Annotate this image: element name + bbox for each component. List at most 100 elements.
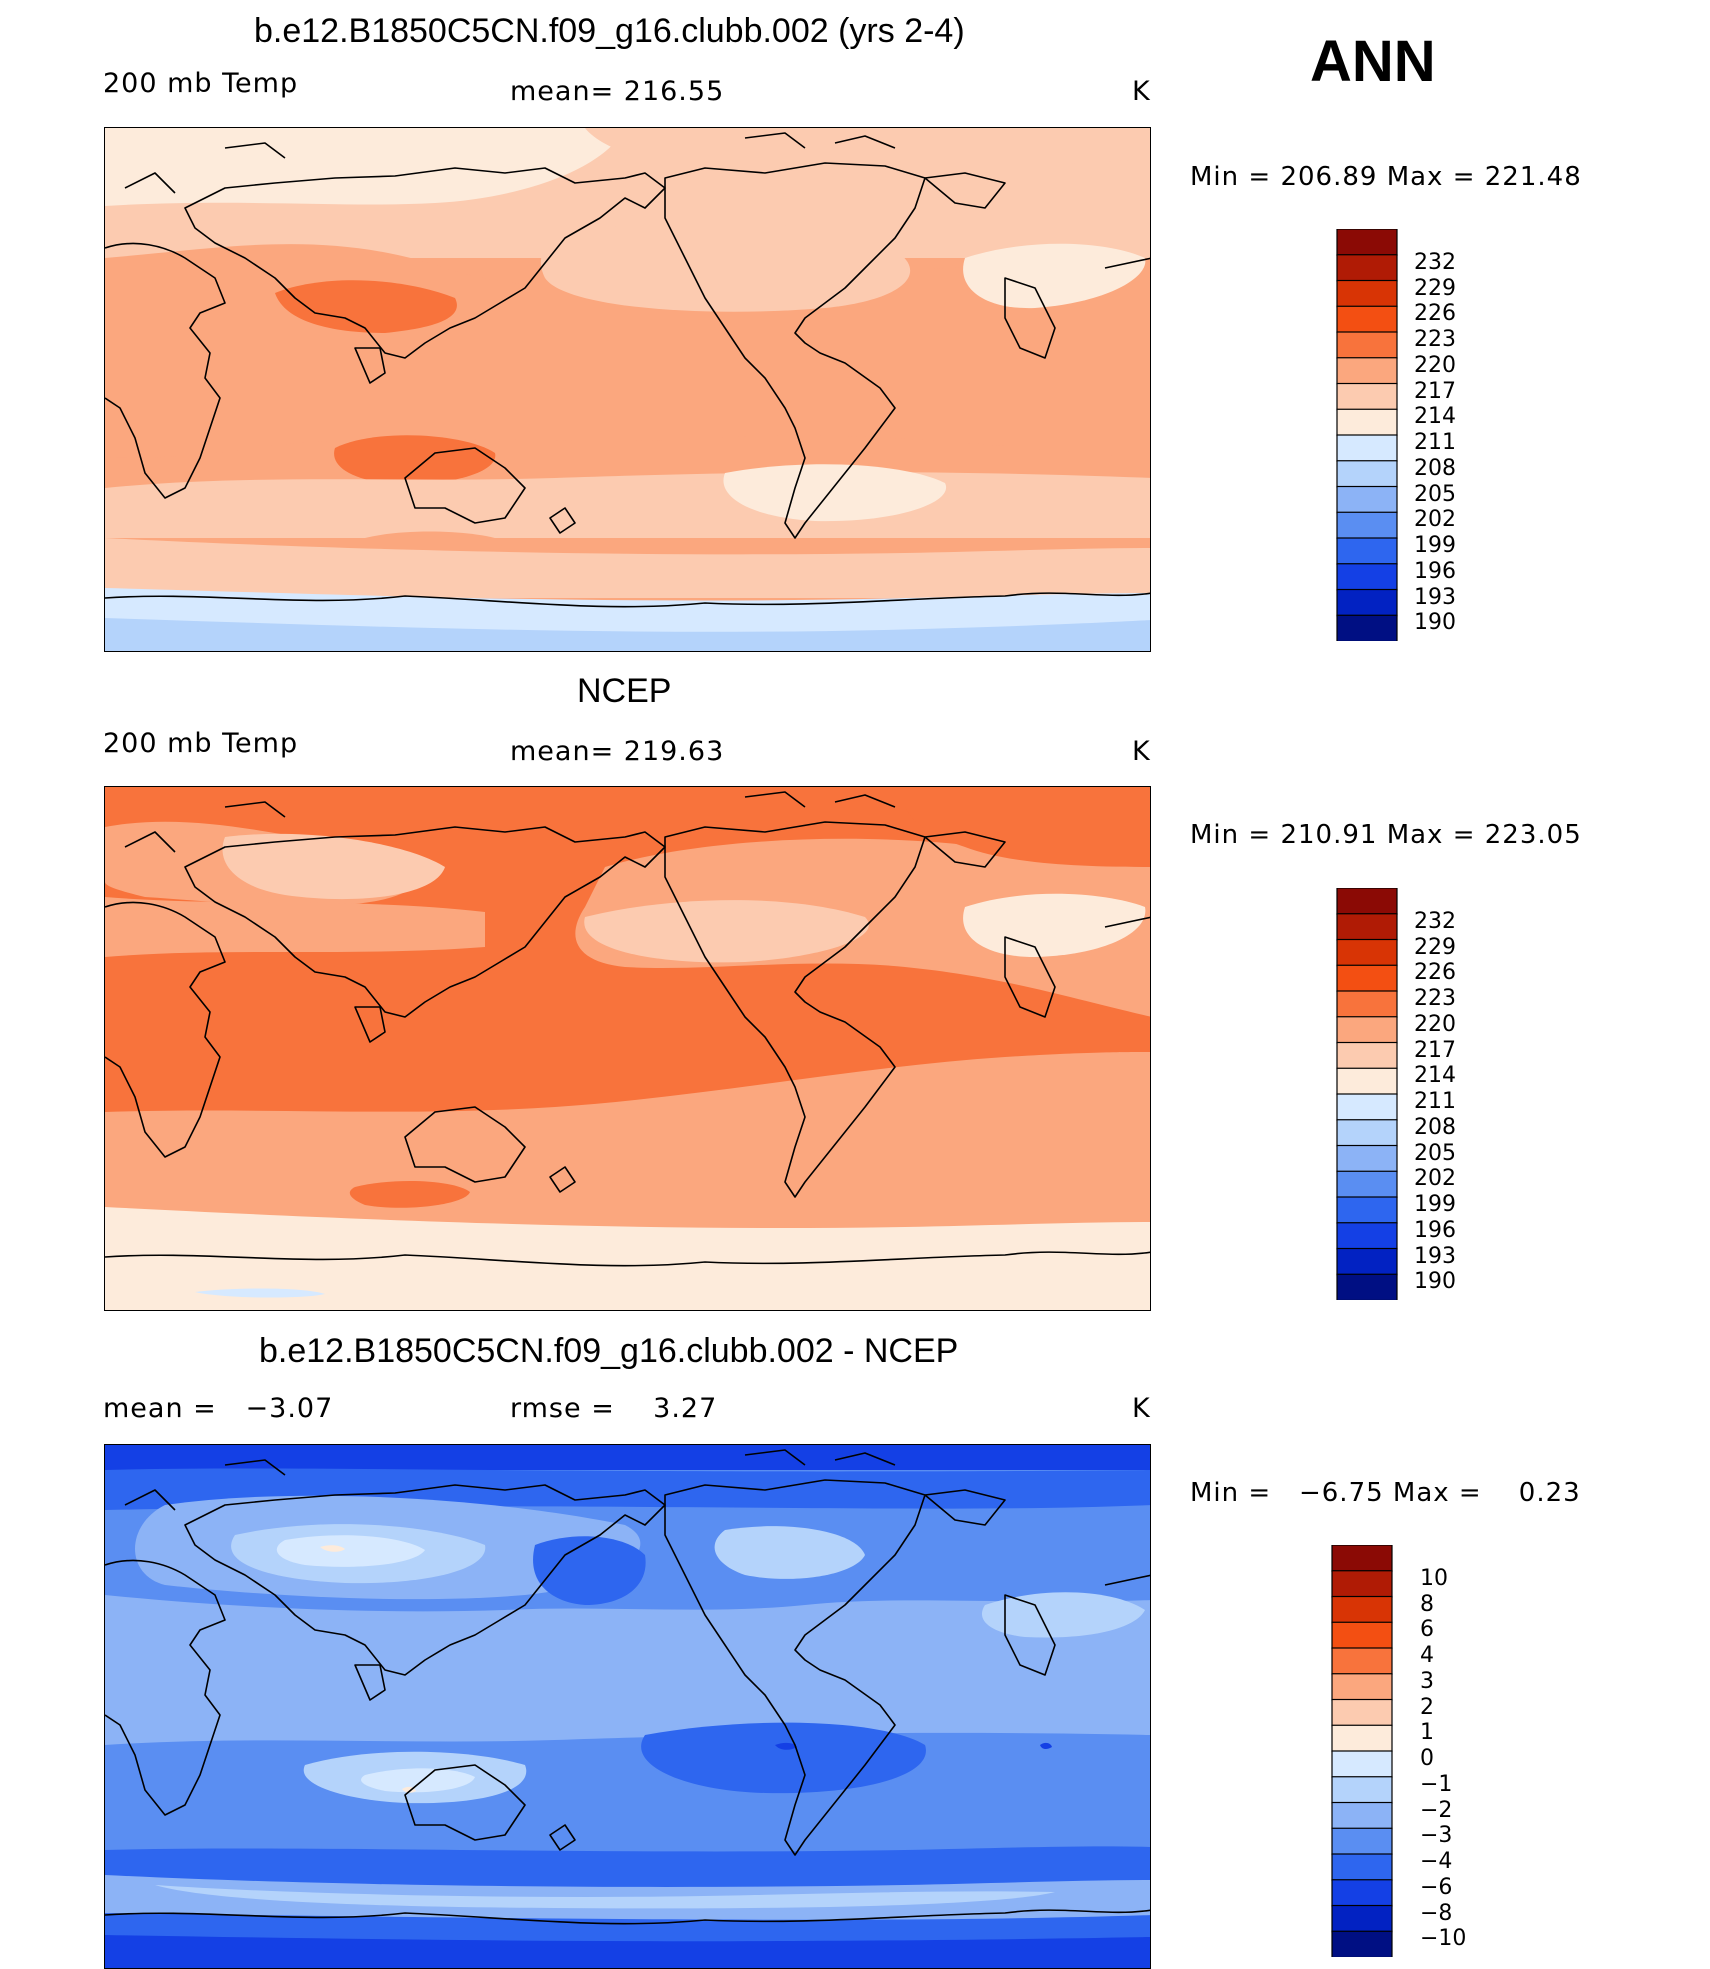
panel3-colorbar-labels: 10 8 6 4 3 2 1 0 −1 −2 −3 −4 −6 −8 −10	[1420, 1554, 1500, 1966]
panel1-mean: mean= 216.55	[510, 76, 725, 107]
panel2-colorbar	[1336, 887, 1398, 1302]
panel1-title: b.e12.B1850C5CN.f09_g16.clubb.002 (yrs 2…	[254, 12, 965, 50]
colorbar-swatch	[1331, 1595, 1393, 1624]
colorbar-swatch	[1336, 279, 1398, 308]
colorbar-swatch	[1331, 1853, 1393, 1881]
colorbar-swatch	[1331, 1879, 1393, 1907]
panel3-rmse: rmse = 3.27	[510, 1393, 718, 1424]
colorbar-tick-label: 6	[1420, 1617, 1434, 1643]
panel1-map	[104, 127, 1151, 652]
colorbar-swatch	[1336, 511, 1398, 540]
colorbar-tick-label: 1	[1420, 1720, 1434, 1746]
colorbar-swatch	[1331, 1904, 1393, 1933]
colorbar-swatch	[1336, 537, 1398, 565]
panel3-map	[104, 1444, 1151, 1969]
colorbar-swatch	[1331, 1698, 1393, 1727]
colorbar-swatch	[1336, 1041, 1398, 1070]
panel2-colorbar-labels: 232 229 226 223 220 217 214 211 208 205 202 199 196 1…	[1414, 897, 1494, 1309]
colorbar-tick-label: 2	[1420, 1694, 1434, 1720]
colorbar-swatch	[1336, 1170, 1398, 1199]
colorbar-swatch	[1336, 887, 1398, 915]
colorbar-swatch	[1336, 990, 1398, 1018]
colorbar-tick-label: −8	[1420, 1900, 1453, 1926]
colorbar-tick-label: 202	[1414, 1166, 1456, 1192]
colorbar-swatch	[1331, 1930, 1393, 1959]
season-label: ANN	[1310, 29, 1436, 94]
panel3-contour-field	[105, 1445, 1150, 1968]
colorbar-swatch	[1336, 938, 1398, 967]
colorbar-swatch	[1331, 1544, 1393, 1572]
colorbar-swatch	[1331, 1776, 1393, 1804]
colorbar-tick-label: 208	[1414, 455, 1456, 481]
colorbar-tick-label: 4	[1420, 1643, 1434, 1668]
panel3-mean: mean = −3.07	[103, 1393, 334, 1424]
panel3-title: b.e12.B1850C5CN.f09_g16.clubb.002 - NCEP	[259, 1332, 959, 1370]
colorbar-tick-label: 217	[1414, 1037, 1456, 1063]
colorbar-swatch	[1336, 1067, 1398, 1096]
colorbar-tick-label: 232	[1414, 249, 1456, 275]
panel2-mean: mean= 219.63	[510, 736, 725, 767]
colorbar-swatch	[1336, 964, 1398, 993]
panel2-map	[104, 786, 1151, 1311]
colorbar-tick-label: −6	[1420, 1874, 1453, 1900]
colorbar-tick-label: −10	[1420, 1926, 1467, 1952]
panel3-colorbar-swatches	[1331, 1544, 1393, 1959]
panel2-min-max: Min = 210.91 Max = 223.05	[1190, 820, 1582, 850]
colorbar-swatch	[1336, 485, 1398, 514]
colorbar-tick-label: 232	[1414, 908, 1456, 934]
colorbar-tick-label: 226	[1414, 301, 1456, 327]
colorbar-tick-label: 226	[1414, 960, 1456, 986]
colorbar-tick-label: 229	[1414, 934, 1456, 960]
panel1-min-max: Min = 206.89 Max = 221.48	[1190, 162, 1582, 192]
panel1-field-label: 200 mb Temp	[103, 68, 299, 99]
colorbar-swatch	[1336, 434, 1398, 462]
colorbar-tick-label: 190	[1414, 1269, 1456, 1295]
colorbar-tick-label: 220	[1414, 352, 1456, 378]
colorbar-swatch	[1331, 1801, 1393, 1830]
colorbar-swatch	[1336, 1144, 1398, 1173]
panel2-units: K	[1132, 736, 1151, 767]
colorbar-swatch	[1336, 408, 1398, 437]
colorbar-tick-label: −2	[1420, 1797, 1453, 1823]
colorbar-tick-label: 211	[1414, 430, 1456, 455]
colorbar-swatch	[1336, 1119, 1398, 1147]
colorbar-swatch	[1336, 1273, 1398, 1302]
colorbar-tick-label: 214	[1414, 1063, 1456, 1089]
panel1-units: K	[1132, 76, 1151, 107]
colorbar-swatch	[1336, 460, 1398, 488]
colorbar-tick-label: 193	[1414, 584, 1456, 610]
colorbar-tick-label: 223	[1414, 986, 1456, 1011]
colorbar-swatch	[1336, 228, 1398, 256]
colorbar-swatch	[1336, 254, 1398, 282]
colorbar-swatch	[1336, 1016, 1398, 1044]
panel1-colorbar	[1336, 228, 1398, 643]
colorbar-tick-label: 205	[1414, 481, 1456, 507]
colorbar-tick-label: 190	[1414, 610, 1456, 636]
colorbar-swatch	[1336, 1196, 1398, 1224]
colorbar-tick-label: 223	[1414, 327, 1456, 352]
colorbar-swatch	[1331, 1750, 1393, 1778]
colorbar-swatch	[1336, 913, 1398, 941]
colorbar-swatch	[1336, 357, 1398, 385]
colorbar-swatch	[1336, 563, 1398, 591]
panel2-colorbar-swatches	[1336, 887, 1398, 1302]
panel1-contour-field	[105, 128, 1150, 651]
panel1-colorbar-labels: 232 229 226 223 220 217 214 211 208 205 202 199 196 1…	[1414, 238, 1494, 650]
colorbar-swatch	[1331, 1647, 1393, 1675]
colorbar-tick-label: −4	[1420, 1849, 1453, 1874]
colorbar-tick-label: 229	[1414, 275, 1456, 301]
colorbar-tick-label: 199	[1414, 1192, 1456, 1217]
colorbar-tick-label: 220	[1414, 1011, 1456, 1037]
colorbar-tick-label: 199	[1414, 533, 1456, 558]
colorbar-tick-label: 205	[1414, 1140, 1456, 1166]
panel2-field-label: 200 mb Temp	[103, 728, 299, 759]
colorbar-swatch	[1331, 1673, 1393, 1701]
panel2-contour-field	[105, 787, 1150, 1310]
colorbar-swatch	[1331, 1621, 1393, 1650]
panel2-title: NCEP	[577, 672, 672, 710]
colorbar-swatch	[1331, 1570, 1393, 1598]
panel3-units: K	[1132, 1393, 1151, 1424]
colorbar-swatch	[1336, 1093, 1398, 1121]
colorbar-tick-label: 10	[1420, 1565, 1448, 1591]
panel1-colorbar-swatches	[1336, 228, 1398, 643]
